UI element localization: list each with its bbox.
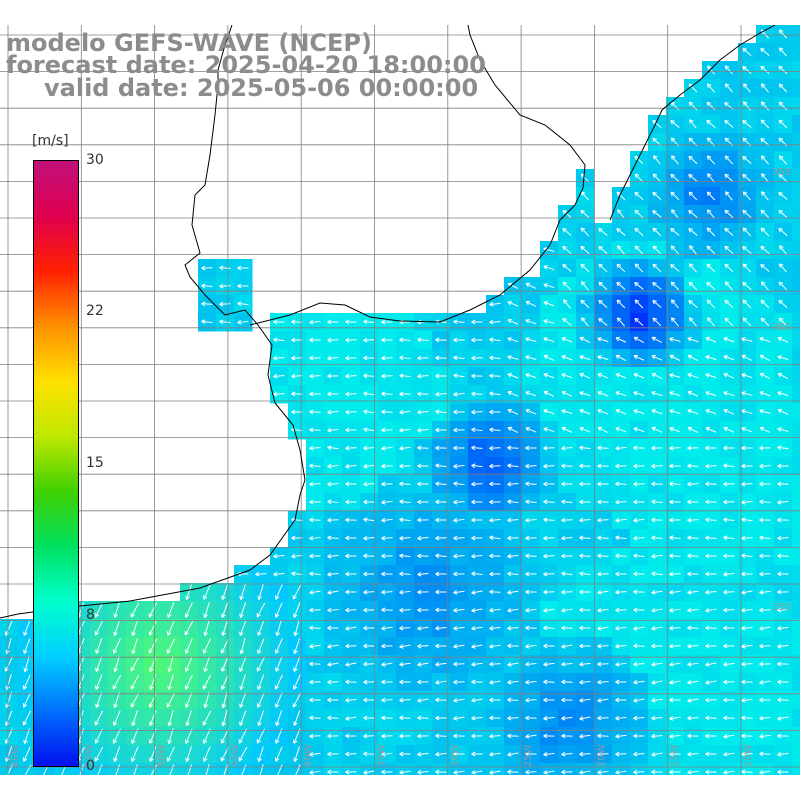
latitude-labels: 35S 30S 25S: [772, 167, 791, 613]
longitude-label: 25W: [523, 744, 534, 767]
coastline-west: [0, 25, 306, 619]
colorbar-tick-8: 8: [86, 607, 95, 623]
colorbar-tick-0: 0: [86, 758, 95, 774]
valid-date: valid date: 2025-05-06 00:00:00: [44, 74, 479, 102]
longitude-label: 10W: [743, 744, 754, 767]
colorbar-tick-22: 22: [86, 303, 104, 319]
map-canvas: 60W 55W 50W 45W 40W 35W 30W 25W 20W 15W 10W 35S 30S 2…: [0, 25, 800, 775]
latitude-label: 25S: [772, 602, 791, 613]
graticule: [0, 25, 800, 775]
longitude-label: 30W: [450, 744, 461, 767]
wind-arrows: [4, 29, 789, 775]
longitude-label: 50W: [157, 744, 168, 767]
latitude-label: 35S: [772, 167, 791, 178]
colorbar-tick-30: 30: [86, 152, 104, 168]
model-title: modelo GEFS-WAVE (NCEP): [6, 29, 372, 57]
latitude-label: 30S: [772, 322, 791, 333]
coastline-east: [609, 25, 776, 221]
longitude-labels: 60W 55W 50W 45W 40W 35W 30W 25W 20W 15W 10W: [10, 744, 754, 767]
longitude-label: 20W: [596, 744, 607, 767]
forecast-date: forecast date: 2025-04-20 18:00:00: [6, 51, 486, 79]
colorbar-unit: [m/s]: [32, 133, 69, 149]
longitude-label: 55W: [83, 744, 94, 767]
longitude-label: 15W: [670, 744, 681, 767]
longitude-label: 45W: [230, 744, 241, 767]
longitude-label: 60W: [10, 744, 21, 767]
coastline-north: [249, 25, 586, 326]
colorbar: [33, 160, 79, 767]
longitude-label: 40W: [303, 744, 314, 767]
wind-map: 60W 55W 50W 45W 40W 35W 30W 25W 20W 15W 10W 35S 30S 2…: [0, 25, 800, 775]
longitude-label: 35W: [377, 744, 388, 767]
colorbar-tick-15: 15: [86, 455, 104, 471]
